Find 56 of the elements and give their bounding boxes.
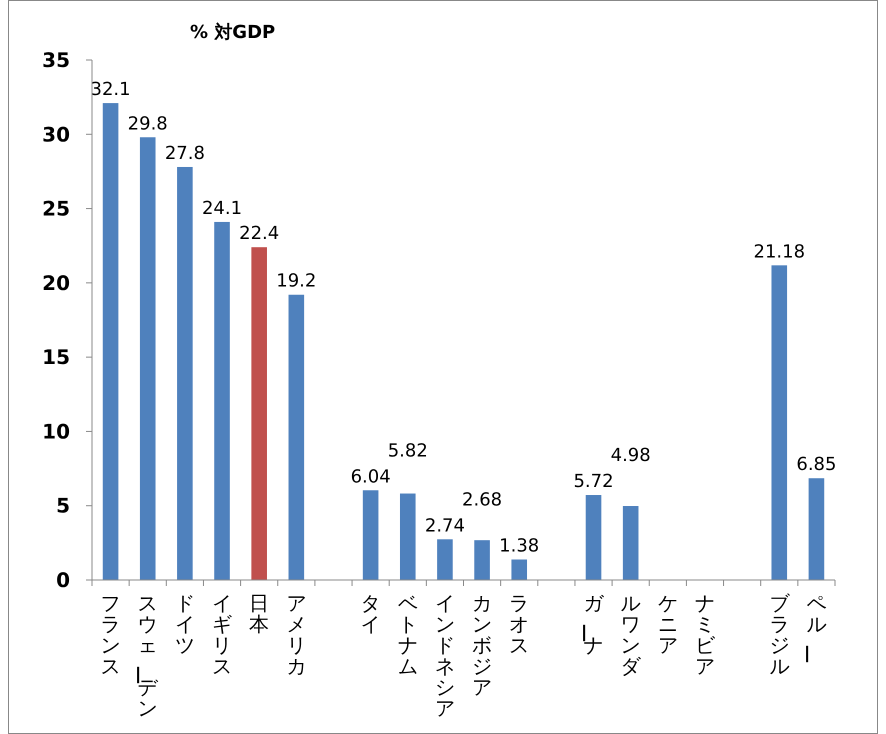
bar — [251, 247, 267, 580]
y-tick-label: 35 — [42, 48, 70, 72]
x-tick-label: スウェーデン — [126, 591, 159, 720]
data-label: 4.98 — [610, 445, 651, 466]
bar — [474, 540, 490, 580]
x-tick-label: カンボジア — [472, 591, 492, 699]
data-label: 21.18 — [754, 241, 806, 262]
bar — [622, 506, 638, 580]
bar — [102, 103, 118, 580]
bar — [437, 539, 453, 580]
bar — [177, 166, 193, 580]
data-label: 2.68 — [462, 489, 502, 510]
data-label: 5.72 — [573, 471, 614, 492]
x-tick-label: ペルー — [794, 591, 826, 664]
y-tick-label: 15 — [42, 345, 70, 370]
y-tick-label: 0 — [56, 568, 70, 592]
x-tick-label: フランス — [100, 591, 121, 678]
x-tick-label: ナミビア — [694, 591, 716, 678]
x-tick-label: ブラジル — [769, 591, 790, 678]
x-tick-label: ドイツ — [174, 591, 195, 657]
x-tick-label: タイ — [360, 591, 381, 636]
y-tick-label: 25 — [42, 196, 70, 221]
data-label: 32.1 — [90, 79, 131, 100]
data-label: 29.8 — [128, 113, 168, 134]
y-tick-label: 5 — [56, 494, 70, 518]
data-label: 6.04 — [350, 466, 391, 488]
y-tick-label: 30 — [42, 122, 70, 146]
bar — [214, 222, 230, 580]
x-tick-label: ベトナム — [398, 591, 418, 678]
bar — [140, 137, 156, 580]
x-tick-label: ラオス — [509, 591, 530, 657]
data-label: 19.2 — [276, 270, 316, 292]
bar — [808, 478, 824, 580]
x-tick-label: アメリカ — [286, 591, 306, 678]
bar — [362, 490, 378, 580]
bar — [400, 494, 416, 580]
x-tick-label: インドネシア — [434, 591, 455, 720]
x-tick-label: イギリス — [212, 591, 232, 678]
data-label: 5.82 — [388, 440, 428, 462]
data-label: 22.4 — [239, 223, 280, 244]
y-tick-label: 10 — [42, 419, 70, 444]
bar — [586, 495, 602, 580]
data-label: 2.74 — [424, 515, 465, 536]
bar — [771, 265, 788, 580]
data-label: 27.8 — [164, 142, 205, 164]
bar — [288, 294, 304, 580]
bar — [511, 559, 528, 580]
data-label: 6.85 — [796, 454, 836, 476]
chart-title: % 対GDP — [190, 22, 276, 43]
data-label: 24.1 — [202, 198, 242, 219]
x-tick-label: 日本 — [249, 591, 270, 636]
x-tick-label: ルワンダ — [620, 591, 642, 678]
x-tick-label: ガーナ — [572, 591, 605, 657]
x-tick-label: ケニア — [658, 591, 678, 657]
y-tick-label: 20 — [42, 270, 70, 295]
data-label: 1.38 — [499, 535, 540, 556]
